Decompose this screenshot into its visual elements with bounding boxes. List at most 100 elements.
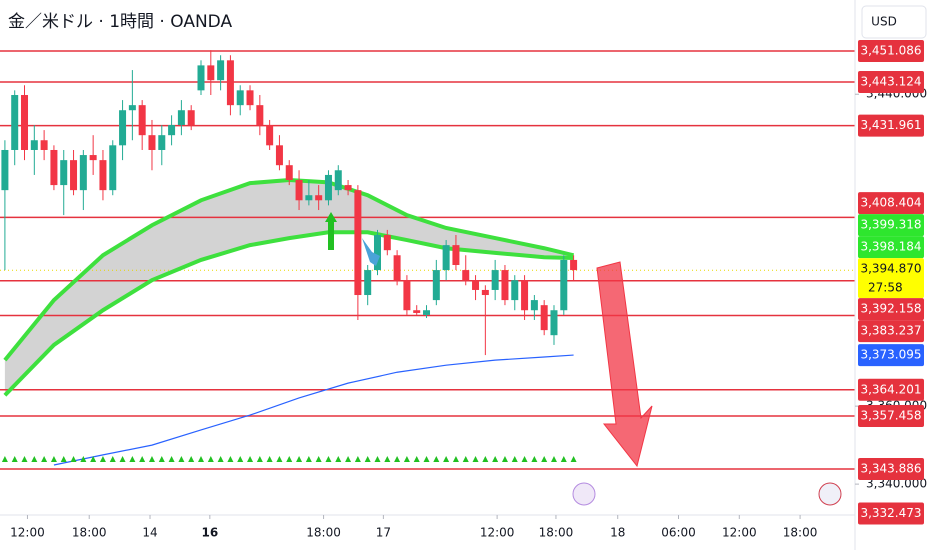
signal-marker [541,456,548,462]
candle-body [266,125,274,146]
signal-marker [50,456,57,462]
signal-marker [129,456,136,462]
price-label-box [858,502,924,525]
y-tick-label: 3,340.000 [866,477,927,491]
signal-marker [354,456,361,462]
signal-marker [452,456,459,462]
candle-body [383,234,391,251]
candle-body [138,105,146,136]
candle-body [1,149,9,191]
candle-body [119,110,127,146]
candle-body [168,125,176,136]
x-tick-label: 12:00 [722,526,757,540]
signal-marker [472,456,479,462]
event-icon[interactable] [818,482,842,506]
price-label: 3,451.086 [860,44,921,58]
price-label-box [858,298,924,321]
signal-marker [433,456,440,462]
forecast-arrow [596,261,653,468]
price-label: 3,443.124 [860,75,921,89]
signal-marker [560,456,567,462]
signal-marker [570,456,577,462]
candle-body [246,90,254,106]
signal-marker [276,456,283,462]
chart-title: 金／米ドル · 1時間 · OANDA [8,12,232,32]
currency-button[interactable] [861,5,927,39]
price-label-box [858,320,924,343]
candle-body [11,95,19,150]
ma-line [3,230,574,397]
x-tick-label: 06:00 [661,526,696,540]
price-label: 3,398.184 [860,240,921,254]
candle-body [334,170,342,191]
signal-marker [266,456,273,462]
candle-body [158,135,166,150]
signal-marker [90,456,97,462]
candle-body [324,174,332,201]
signal-marker [423,456,430,462]
event-icon[interactable] [572,482,596,506]
x-tick-label: 18:00 [783,526,818,540]
price-label: 3,373.095 [860,348,921,362]
candle-body [99,160,107,191]
signal-marker [158,456,165,462]
candle-body [530,300,538,311]
candle-body [89,155,97,161]
candle-body [226,60,234,106]
price-label: 3,343.886 [860,461,921,475]
x-tick-label: 17 [376,526,391,540]
signal-marker [198,456,205,462]
x-tick-label: 18 [610,526,625,540]
x-tick-label: 18:00 [539,526,574,540]
price-label-box [858,40,924,63]
x-tick-label: 18:00 [72,526,107,540]
signal-marker [335,456,342,462]
candle-body [217,60,225,81]
signal-marker [11,456,18,462]
candle-body [393,255,401,281]
ma-line [53,354,574,466]
x-tick-label: 18:00 [306,526,341,540]
signal-marker [60,456,67,462]
candle-body [275,145,283,166]
countdown-label: 27:58 [868,281,903,295]
candle-body [570,259,578,271]
signal-marker [364,456,371,462]
signal-marker [413,456,420,462]
candle-body [285,165,293,181]
signal-marker [99,456,106,462]
signal-marker [217,456,224,462]
signal-marker [511,456,518,462]
signal-marker [247,456,254,462]
signal-marker [501,456,508,462]
signal-marker [178,456,185,462]
signal-marker [227,456,234,462]
candle-body [177,110,185,126]
candle-body [403,280,411,311]
candle-body [207,65,215,81]
price-label-box [858,192,924,215]
candle-body [442,245,450,271]
signal-marker [384,456,391,462]
signal-marker [207,456,214,462]
signal-marker [521,456,528,462]
signal-marker [286,456,293,462]
candle-body [109,145,117,191]
price-label-box [858,457,924,480]
signal-marker [148,456,155,462]
signal-marker [70,456,77,462]
price-label: 3,332.473 [860,506,921,520]
price-label-box [858,214,924,237]
signal-marker [188,456,195,462]
signal-marker [394,456,401,462]
price-label: 3,357.458 [860,409,921,423]
candle-body [256,105,264,126]
price-label-box [858,71,924,94]
x-tick-label: 12:00 [10,526,45,540]
signal-marker [237,456,244,462]
candle-body [40,140,48,150]
price-label: 3,394.870 [860,262,921,276]
candle-body [30,140,38,150]
candle-body [21,95,29,150]
